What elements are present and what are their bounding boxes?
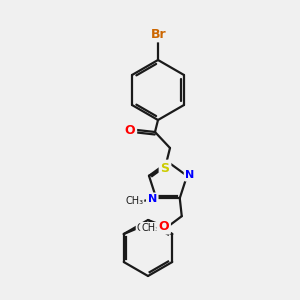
Text: N: N <box>148 194 157 204</box>
Text: CH₃: CH₃ <box>125 196 143 206</box>
Text: N: N <box>185 170 195 180</box>
Text: O: O <box>125 124 135 136</box>
Text: CH₃: CH₃ <box>137 223 155 233</box>
Text: Br: Br <box>151 28 167 40</box>
Text: CH₃: CH₃ <box>141 223 159 233</box>
Text: S: S <box>160 161 169 175</box>
Text: O: O <box>158 220 169 233</box>
